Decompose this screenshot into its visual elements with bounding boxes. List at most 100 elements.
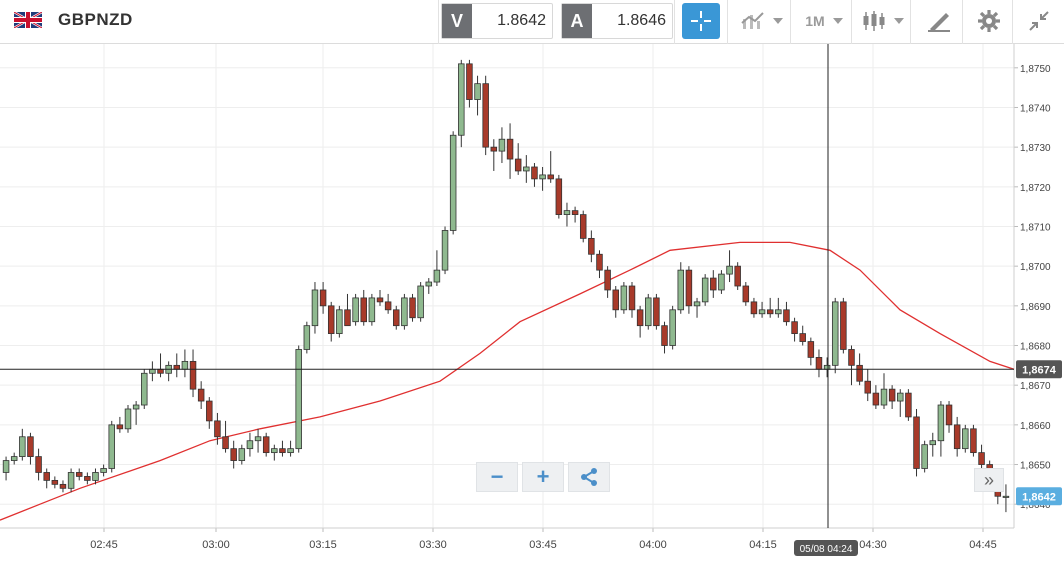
candle-body — [441, 230, 449, 271]
chart-type-button[interactable] — [738, 3, 786, 39]
candle-body — [563, 210, 571, 215]
zoom-in-button[interactable]: + — [522, 462, 564, 492]
y-tick-label: 1,8640 — [1020, 500, 1051, 511]
candle-body — [799, 333, 806, 342]
symbol-selector[interactable]: GBPNZD — [13, 10, 133, 30]
candle-body — [596, 253, 603, 271]
candle-up — [677, 262, 685, 314]
candle-down — [636, 305, 644, 338]
candle-up — [19, 428, 26, 461]
candle-up — [141, 369, 148, 409]
candle-down — [319, 282, 327, 314]
candle-body — [775, 309, 782, 315]
candle-down — [571, 206, 579, 223]
candle-down — [59, 480, 67, 493]
candle-body — [945, 404, 953, 426]
gb-nz-flag-icon — [13, 10, 43, 30]
x-tick-label: 03:45 — [529, 539, 557, 551]
candle-body — [783, 309, 790, 323]
gear-icon — [978, 10, 1000, 32]
chevron-down-icon — [894, 18, 904, 24]
collapse-button[interactable] — [1020, 3, 1058, 39]
toolbar-divider — [851, 0, 852, 44]
y-tick-label: 1,8740 — [1020, 103, 1051, 114]
candle-down — [596, 250, 603, 279]
y-tick-label: 1,8700 — [1020, 262, 1051, 273]
candle-body — [929, 440, 937, 446]
settings-button[interactable] — [970, 3, 1008, 39]
candle-down — [888, 385, 896, 409]
candle-body — [149, 368, 156, 374]
candle-up — [693, 297, 701, 318]
candle-body — [75, 472, 83, 477]
last-price-label: 1,8642 — [1022, 491, 1056, 503]
candle-body — [27, 436, 34, 457]
candle-body — [173, 364, 181, 370]
ask-price: 1.8646 — [617, 12, 666, 29]
price-chart[interactable]: 02:45 03:00 03:15 03:30 03:45 04:00 04:15 04:30… — [0, 44, 1064, 559]
candle-down — [588, 230, 595, 263]
candle-up — [246, 432, 254, 457]
candle-style-button[interactable] — [860, 3, 906, 39]
candle-body — [547, 174, 554, 180]
y-tick-label: 1,8690 — [1020, 302, 1051, 313]
candle-body — [953, 424, 961, 450]
candle-body — [872, 392, 880, 406]
candle-body — [978, 452, 985, 465]
candle-up — [474, 75, 481, 116]
candle-down — [262, 432, 270, 457]
candle-down — [783, 301, 790, 326]
candle-up — [1002, 484, 1010, 513]
ask-box[interactable]: A 1.8646 — [561, 3, 673, 39]
crosshair-price-label: 1,8674 — [1022, 364, 1057, 376]
candle-body — [531, 166, 538, 180]
candle-down — [43, 468, 50, 489]
candle-down — [51, 476, 59, 489]
candle-up — [441, 226, 449, 275]
candle-body — [710, 277, 717, 291]
crosshair-button[interactable] — [682, 3, 720, 39]
candle-down — [189, 349, 197, 398]
share-button[interactable] — [568, 462, 610, 492]
candle-body — [43, 472, 50, 481]
zoom-out-button[interactable]: − — [476, 462, 518, 492]
x-tick-label: 04:30 — [859, 539, 887, 551]
candle-down — [710, 270, 717, 298]
candle-up — [831, 297, 839, 374]
chart-toolbar: GBPNZD V 1.8642 A 1.8646 1M — [0, 0, 1064, 44]
timeframe-button[interactable]: 1M — [800, 3, 848, 39]
candle-down — [742, 282, 750, 306]
candle-down — [807, 337, 815, 366]
candle-up — [271, 444, 278, 461]
candle-body — [645, 297, 652, 327]
candle-body — [197, 388, 205, 402]
candlestick-chart[interactable]: 02:45 03:00 03:15 03:30 03:45 04:00 04:15 04:30… — [0, 44, 1064, 559]
candle-down — [230, 440, 237, 469]
y-tick-label: 1,8660 — [1020, 421, 1051, 432]
candle-body — [393, 309, 400, 327]
candle-body — [474, 83, 481, 100]
candle-down — [791, 317, 798, 342]
x-tick-label: 04:15 — [749, 539, 777, 551]
x-tick-label: 04:45 — [969, 539, 997, 551]
crosshair-icon — [691, 11, 711, 31]
candle-up — [254, 428, 262, 453]
candle-body — [311, 289, 319, 327]
candle-down — [531, 163, 538, 187]
candle-up — [758, 301, 766, 318]
candle-body — [157, 368, 164, 374]
candle-body — [449, 134, 457, 231]
scroll-to-latest-button[interactable]: » — [974, 468, 1004, 492]
candle-up — [929, 432, 937, 457]
line-chart-icon — [741, 12, 764, 29]
candle-body — [482, 83, 489, 148]
drawing-tools-button[interactable] — [920, 3, 958, 39]
candle-body — [701, 277, 709, 303]
candle-down — [815, 349, 823, 378]
candle-body — [880, 388, 888, 406]
candle-up — [181, 349, 189, 378]
candle-up — [401, 293, 408, 330]
candle-body — [523, 166, 530, 172]
y-tick-label: 1,8650 — [1020, 461, 1051, 472]
bid-box[interactable]: V 1.8642 — [441, 3, 553, 39]
